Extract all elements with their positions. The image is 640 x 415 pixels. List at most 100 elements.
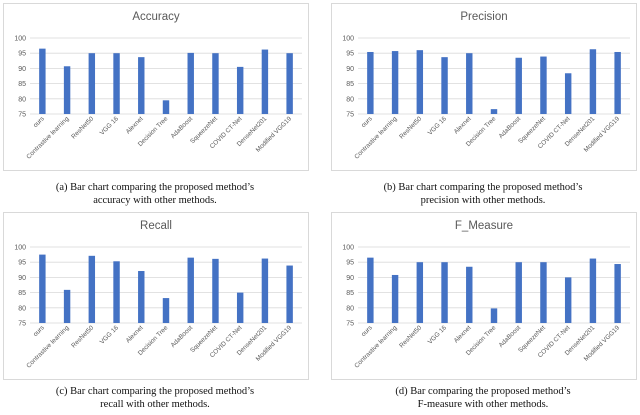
- f-measure-x-label-alexnet: Alexnet: [453, 324, 473, 344]
- f-measure-y-tick-100: 100: [342, 245, 354, 252]
- recall-bar-modified-vgg19: [286, 265, 293, 323]
- chart-precision: Precision 75 80 85 90 95 100 ours Contrastive le…: [331, 3, 637, 171]
- recall-x-label-vgg-16: VGG 16: [99, 324, 121, 346]
- accuracy-bar-squeezenet: [212, 53, 219, 114]
- recall-bar-densenet201: [261, 258, 269, 323]
- recall-title: Recall: [140, 220, 172, 232]
- recall-x-label-resnet50: ResNet50: [70, 324, 95, 349]
- accuracy-y-tick-100: 100: [14, 36, 26, 43]
- precision-y-tick-85: 85: [346, 81, 354, 88]
- recall-bar-squeezenet: [212, 258, 219, 323]
- accuracy-title: Accuracy: [132, 11, 180, 23]
- recall-y-tick-75: 75: [18, 321, 26, 328]
- recall-bar-decision-tree: [162, 298, 170, 323]
- accuracy-x-label-alexnet: Alexnet: [125, 115, 145, 135]
- f-measure-x-label-ours: ours: [360, 324, 374, 338]
- recall-bar-covid-ct-net: [236, 292, 244, 323]
- f-measure-x-label-resnet50: ResNet50: [398, 324, 423, 349]
- f-measure-bar-vgg-16: [441, 262, 448, 323]
- precision-bar-decision-tree: [490, 109, 498, 114]
- f-measure-bar-modified-vgg19: [614, 264, 621, 323]
- accuracy-bar-resnet50: [88, 53, 96, 114]
- caption-recall-line-2: recall with other methods.: [100, 398, 210, 410]
- f-measure-y-tick-80: 80: [346, 305, 354, 312]
- recall-bar-resnet50: [88, 255, 96, 323]
- accuracy-y-tick-95: 95: [18, 51, 26, 58]
- recall-x-label-adaboost: AdaBoost: [170, 324, 195, 349]
- precision-x-label-adaboost: AdaBoost: [498, 115, 523, 140]
- recall-y-tick-100: 100: [14, 245, 26, 252]
- accuracy-x-label-adaboost: AdaBoost: [170, 115, 195, 140]
- caption-f-measure-line-1: (d) Bar comparing the proposed method’s: [395, 386, 571, 397]
- accuracy-y-tick-75: 75: [18, 112, 26, 119]
- recall-y-tick-80: 80: [18, 305, 26, 312]
- recall-bar-vgg-16: [113, 261, 120, 323]
- caption-f-measure-line-2: F-measure with other methods.: [417, 398, 549, 410]
- accuracy-x-label-vgg-16: VGG 16: [99, 115, 121, 137]
- chart-accuracy: Accuracy 75 80 85 90 95 100 ours Contrastive lea…: [3, 3, 309, 171]
- precision-title: Precision: [460, 11, 507, 23]
- f-measure-y-tick-75: 75: [346, 321, 354, 328]
- f-measure-bar-covid-ct-net: [564, 277, 572, 323]
- f-measure-title: F_Measure: [455, 220, 513, 232]
- caption-accuracy: (a) Bar chart comparing the proposed met…: [0, 182, 310, 207]
- f-measure-bar-adaboost: [515, 262, 522, 323]
- precision-y-tick-80: 80: [346, 96, 354, 103]
- accuracy-bar-vgg-16: [113, 53, 120, 114]
- chart-f-measure: F_Measure 75 80 85 90 95 100 ours Contrastive le…: [331, 212, 637, 380]
- precision-y-tick-90: 90: [346, 66, 354, 73]
- accuracy-y-tick-80: 80: [18, 96, 26, 103]
- precision-x-label-contrastive-learning: Contrastive learning: [353, 115, 398, 160]
- accuracy-y-tick-90: 90: [18, 66, 26, 73]
- precision-x-label-alexnet: Alexnet: [453, 115, 473, 135]
- recall-bar-contrastive-learning: [63, 289, 71, 323]
- precision-bar-ours: [367, 51, 374, 114]
- caption-precision-line-1: (b) Bar chart comparing the proposed met…: [383, 182, 583, 193]
- precision-x-label-ours: ours: [360, 115, 374, 129]
- f-measure-x-label-contrastive-learning: Contrastive learning: [353, 324, 398, 369]
- precision-x-label-vgg-16: VGG 16: [427, 115, 449, 137]
- recall-bar-alexnet: [138, 271, 145, 323]
- recall-y-tick-90: 90: [18, 275, 26, 282]
- caption-accuracy-line-2: accuracy with other methods.: [93, 194, 217, 206]
- f-measure-bar-resnet50: [416, 262, 424, 323]
- precision-bar-squeezenet: [540, 56, 547, 114]
- precision-bar-resnet50: [416, 50, 424, 114]
- accuracy-bar-alexnet: [138, 57, 145, 114]
- accuracy-x-label-contrastive-learning: Contrastive learning: [25, 115, 70, 160]
- recall-bar-ours: [39, 254, 46, 323]
- accuracy-bar-modified-vgg19: [286, 53, 293, 114]
- recall-x-label-contrastive-learning: Contrastive learning: [25, 324, 70, 369]
- recall-x-label-ours: ours: [32, 324, 46, 338]
- f-measure-bar-alexnet: [466, 266, 473, 323]
- accuracy-y-tick-85: 85: [18, 81, 26, 88]
- accuracy-bar-ours: [39, 48, 46, 114]
- accuracy-x-label-resnet50: ResNet50: [70, 115, 95, 140]
- precision-bar-densenet201: [589, 49, 597, 114]
- precision-y-tick-100: 100: [342, 36, 354, 43]
- precision-bar-modified-vgg19: [614, 51, 621, 114]
- precision-bar-vgg-16: [441, 57, 448, 114]
- accuracy-x-label-ours: ours: [32, 115, 46, 129]
- precision-x-label-resnet50: ResNet50: [398, 115, 423, 140]
- recall-y-tick-95: 95: [18, 260, 26, 267]
- caption-precision-line-2: precision with other methods.: [420, 194, 546, 206]
- precision-bar-adaboost: [515, 57, 522, 114]
- f-measure-y-tick-95: 95: [346, 260, 354, 267]
- caption-recall-line-1: (c) Bar chart comparing the proposed met…: [55, 386, 255, 397]
- precision-y-tick-75: 75: [346, 112, 354, 119]
- accuracy-bar-decision-tree: [162, 100, 170, 114]
- caption-recall: (c) Bar chart comparing the proposed met…: [0, 386, 310, 411]
- f-measure-bar-decision-tree: [490, 308, 498, 323]
- caption-precision: (b) Bar chart comparing the proposed met…: [328, 182, 638, 207]
- precision-bar-alexnet: [466, 53, 473, 114]
- f-measure-x-label-adaboost: AdaBoost: [498, 324, 523, 349]
- f-measure-y-tick-85: 85: [346, 290, 354, 297]
- f-measure-bar-squeezenet: [540, 262, 547, 323]
- accuracy-bar-adaboost: [187, 52, 194, 114]
- f-measure-x-label-vgg-16: VGG 16: [427, 324, 449, 346]
